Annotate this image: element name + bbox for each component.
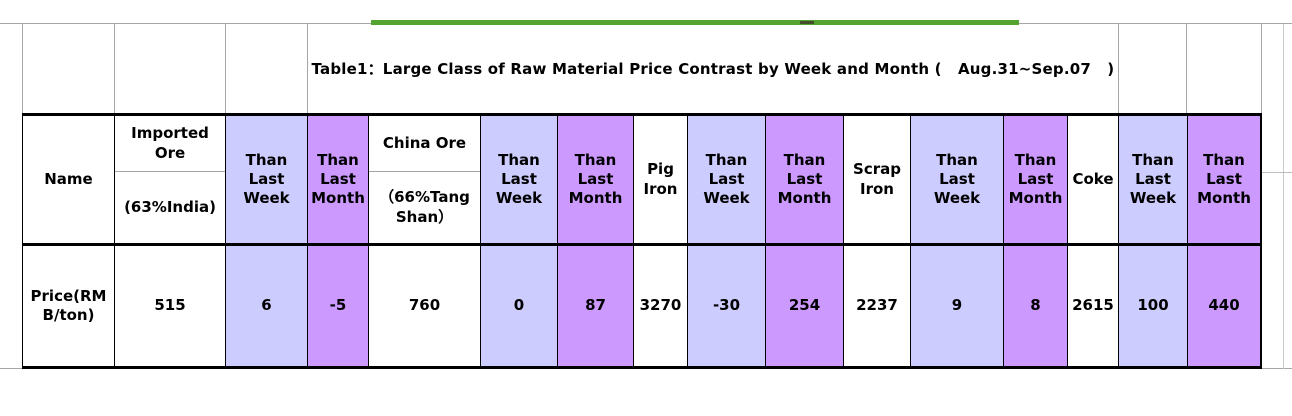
header-imported-ore-material: Imported Ore <box>115 116 225 172</box>
header-than-last-week-china-ore: Than Last Week <box>481 116 558 246</box>
header-than-last-month-china-ore: Than Last Month <box>558 116 634 246</box>
header-china-ore: China Ore （66%TangShan） <box>369 116 481 246</box>
title-row-empty-cell <box>226 24 308 113</box>
row-label-price: Price(RMB/ton) <box>23 246 115 366</box>
title-row-empty-cell <box>115 24 226 113</box>
header-than-last-week-coke: Than Last Week <box>1119 116 1188 246</box>
header-coke: Coke <box>1068 116 1119 246</box>
right-gridline-stub <box>1262 172 1292 173</box>
green-divider-line <box>371 20 1019 25</box>
raw-material-price-table: Name Imported Ore (63%India) Than Last W… <box>22 113 1262 369</box>
value-scrap-iron-month-change: 8 <box>1004 246 1068 366</box>
value-scrap-iron-price: 2237 <box>844 246 911 366</box>
header-than-last-week-pig-iron: Than Last Week <box>688 116 766 246</box>
value-imported-ore-month-change: -5 <box>308 246 369 366</box>
header-name-label: Name <box>44 169 93 188</box>
header-than-last-month-coke: Than Last Month <box>1188 116 1260 246</box>
value-pig-iron-month-change: 254 <box>766 246 844 366</box>
header-pig-iron: Pig Iron <box>634 116 688 246</box>
title-row-empty-cell <box>1119 24 1188 113</box>
value-china-ore-month-change: 87 <box>558 246 634 366</box>
header-imported-ore: Imported Ore (63%India) <box>115 116 226 246</box>
header-china-ore-material: China Ore <box>369 116 480 172</box>
value-pig-iron-price: 3270 <box>634 246 688 366</box>
value-coke-week-change: 100 <box>1119 246 1188 366</box>
header-name: Name <box>23 116 115 246</box>
header-scrap-iron: Scrap Iron <box>844 116 911 246</box>
table-title: Table1：Large Class of Raw Material Price… <box>311 60 1115 78</box>
header-china-ore-spec: （66%TangShan） <box>379 188 470 226</box>
value-imported-ore-week-change: 6 <box>226 246 308 366</box>
value-imported-ore-price: 515 <box>115 246 226 366</box>
value-china-ore-week-change: 0 <box>481 246 558 366</box>
value-pig-iron-week-change: -30 <box>688 246 766 366</box>
title-row-empty-cell <box>23 24 115 113</box>
right-column-gridline <box>1283 24 1284 369</box>
title-row-empty-cell <box>1187 24 1261 113</box>
header-than-last-month-scrap-iron: Than Last Month <box>1004 116 1068 246</box>
green-line-tick <box>800 21 814 24</box>
value-coke-price: 2615 <box>1068 246 1119 366</box>
table-title-cell: Table1：Large Class of Raw Material Price… <box>308 24 1120 113</box>
header-imported-ore-spec: (63%India) <box>124 197 216 216</box>
header-than-last-month-imported-ore: Than Last Month <box>308 116 369 246</box>
header-than-last-week-scrap-iron: Than Last Week <box>911 116 1004 246</box>
header-than-last-week-imported-ore: Than Last Week <box>226 116 308 246</box>
title-row: Table1：Large Class of Raw Material Price… <box>22 24 1262 113</box>
header-than-last-month-pig-iron: Than Last Month <box>766 116 844 246</box>
value-china-ore-price: 760 <box>369 246 481 366</box>
value-scrap-iron-week-change: 9 <box>911 246 1004 366</box>
value-coke-month-change: 440 <box>1188 246 1260 366</box>
